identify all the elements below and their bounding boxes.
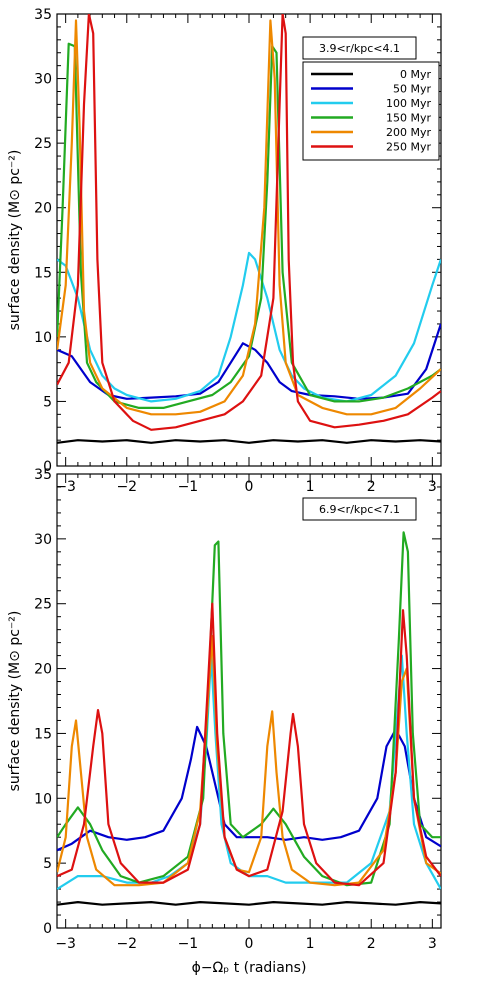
x-tick-label: −3 bbox=[55, 479, 76, 495]
y-tick-label: 20 bbox=[34, 201, 52, 217]
x-tick-label: 1 bbox=[306, 936, 315, 952]
series-line-150-myr bbox=[57, 531, 441, 887]
y-tick-label: 30 bbox=[34, 532, 52, 548]
legend-label: 200 Myr bbox=[386, 126, 431, 139]
x-tick-label: −2 bbox=[116, 936, 137, 952]
y-tick-label: 5 bbox=[43, 394, 52, 410]
x-tick-label: −1 bbox=[178, 479, 199, 495]
legend-label: 100 Myr bbox=[386, 97, 431, 110]
annotation-text: 3.9<r/kpc<4.1 bbox=[319, 42, 400, 55]
legend-label: 0 Myr bbox=[400, 68, 431, 81]
x-tick-label: 1 bbox=[306, 479, 315, 495]
series-line-250-myr bbox=[57, 602, 441, 887]
y-tick-label: 5 bbox=[43, 856, 52, 872]
y-tick-label: 15 bbox=[34, 265, 52, 281]
annotation-box bbox=[302, 497, 417, 521]
y-tick-label: 25 bbox=[34, 136, 52, 152]
annotation-text: 6.9<r/kpc<7.1 bbox=[319, 503, 400, 516]
x-tick-label: 2 bbox=[367, 936, 376, 952]
series-line-100-myr bbox=[57, 251, 441, 403]
y-tick-label: 30 bbox=[34, 72, 52, 88]
x-tick-label: 0 bbox=[245, 936, 254, 952]
x-axis-title: ϕ−Ωₚ t (radians) bbox=[192, 960, 307, 976]
series-line-0-myr bbox=[57, 900, 441, 906]
annotation-box bbox=[302, 36, 417, 60]
x-tick-label: 3 bbox=[428, 936, 437, 952]
x-tick-label: −2 bbox=[116, 479, 137, 495]
series-line-0-myr bbox=[57, 439, 441, 444]
y-tick-label: 0 bbox=[43, 459, 52, 475]
x-tick-label: −3 bbox=[55, 936, 76, 952]
legend-label: 150 Myr bbox=[386, 112, 431, 125]
x-tick-label: −1 bbox=[178, 936, 199, 952]
series-line-100-myr bbox=[57, 654, 441, 891]
legend-box bbox=[302, 61, 440, 161]
y-tick-label: 35 bbox=[34, 467, 52, 483]
x-tick-label: 2 bbox=[367, 479, 376, 495]
legend-label: 50 Myr bbox=[393, 83, 431, 96]
series-line-250-myr bbox=[57, 14, 441, 431]
y-tick-label: 25 bbox=[34, 597, 52, 613]
y-tick-label: 0 bbox=[43, 921, 52, 937]
y-tick-label: 10 bbox=[34, 791, 52, 807]
y-tick-label: 35 bbox=[34, 7, 52, 23]
y-tick-label: 20 bbox=[34, 662, 52, 678]
y-tick-label: 10 bbox=[34, 330, 52, 346]
legend-label: 250 Myr bbox=[386, 141, 431, 154]
x-tick-label: 0 bbox=[245, 479, 254, 495]
y-axis-title: surface density (M⊙ pc⁻²) bbox=[7, 150, 23, 331]
y-tick-label: 15 bbox=[34, 726, 52, 742]
y-axis-title: surface density (M⊙ pc⁻²) bbox=[7, 611, 23, 792]
x-tick-label: 3 bbox=[428, 479, 437, 495]
